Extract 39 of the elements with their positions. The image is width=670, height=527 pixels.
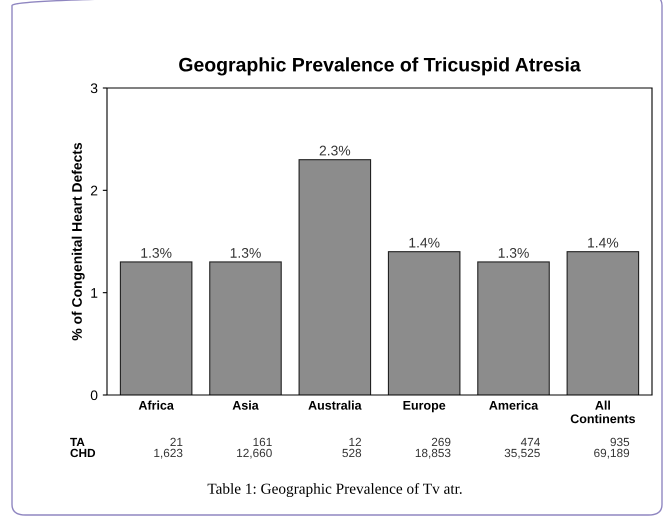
bar — [388, 251, 460, 395]
x-tick-label: Asia — [232, 400, 259, 410]
data-label: 1.4% — [588, 238, 618, 248]
text: 161 — [253, 438, 272, 446]
y-tick-label: 0 — [90, 390, 98, 400]
data-label: 1.4% — [409, 238, 440, 248]
data-label: 1.3% — [141, 248, 172, 258]
x-tick-label: Europe — [403, 401, 446, 412]
data-label: 1.3% — [498, 248, 529, 258]
text: 18,853 — [416, 448, 450, 459]
text: 935 — [610, 438, 630, 446]
text: 35,525 — [504, 448, 540, 459]
bar — [120, 261, 192, 395]
y-tick-label: 3 — [90, 83, 98, 94]
text: 269 — [432, 438, 450, 446]
data-label: 2.3% — [320, 146, 350, 156]
caption: Table 1: Geographic Prevalence of Tv atr. — [208, 482, 462, 498]
text: CHD — [70, 448, 96, 458]
y-tick-label: 1 — [91, 288, 98, 298]
x-tick-label: Australia — [308, 400, 362, 410]
bar — [566, 251, 640, 395]
text: 1,623 — [154, 448, 182, 459]
bar — [477, 261, 550, 395]
text: 12,660 — [237, 448, 272, 459]
text: 69,189 — [594, 448, 630, 459]
x-tick-label: America — [489, 400, 538, 410]
bar — [298, 159, 372, 395]
chart-title: Geographic Prevalence of Tricuspid Atresia — [179, 57, 581, 76]
data-label: 1.3% — [230, 248, 261, 258]
x-tick-label: Africa — [138, 400, 174, 410]
y-tick-label: 2 — [90, 186, 98, 196]
text: 528 — [342, 448, 362, 458]
bar — [209, 261, 282, 395]
x-tick-label: All Continents — [570, 400, 635, 424]
text: 12 — [349, 438, 362, 446]
y-axis-title: % of Congenital Heart Defects — [72, 142, 85, 340]
text: 474 — [520, 438, 540, 446]
text: TA — [70, 438, 85, 446]
text: 21 — [170, 438, 182, 446]
